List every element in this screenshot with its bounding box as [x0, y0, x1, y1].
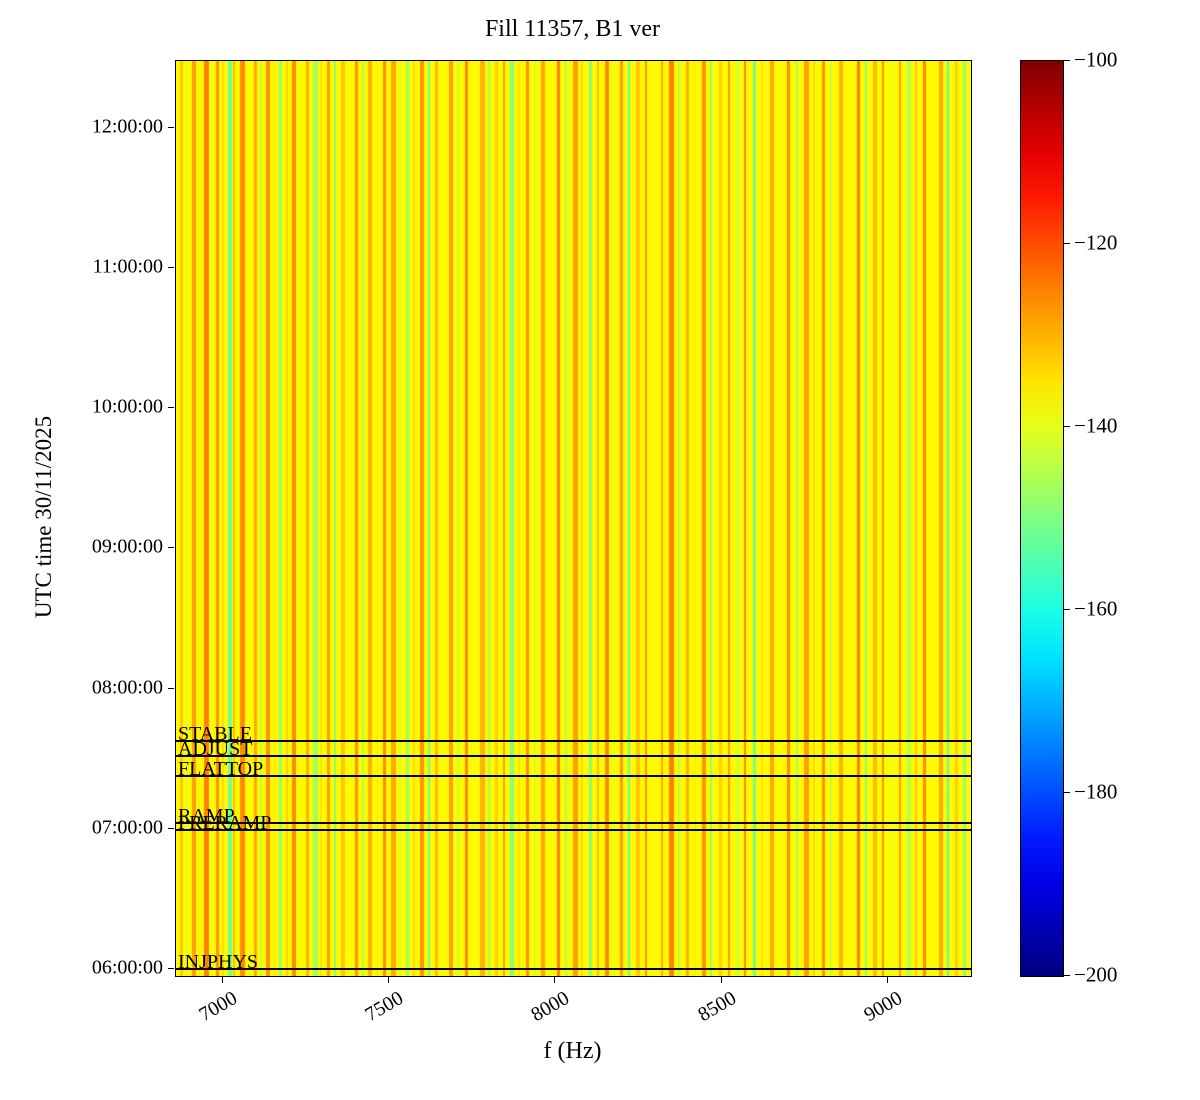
y-tick-label: 12:00:00 [91, 115, 163, 138]
colorbar-tick-label: −160 [1074, 596, 1118, 621]
x-tick-mark [554, 977, 556, 983]
y-tick-mark [168, 967, 174, 969]
beam-mode-line-flattop [176, 774, 971, 777]
beam-mode-line-adjust [176, 755, 971, 758]
x-tick-label: 8000 [527, 987, 574, 1027]
y-axis-label: UTC time 30/11/2025 [31, 415, 56, 619]
colorbar-tick-mark [1064, 60, 1070, 61]
x-tick-mark [886, 977, 888, 983]
y-tick-label: 11:00:00 [92, 255, 163, 278]
x-axis-label: f (Hz) [543, 1038, 602, 1064]
beam-mode-line-ramp [176, 821, 971, 824]
beam-mode-line-preramp [176, 828, 971, 831]
plot-area: STABLE ADJUST FLATTOP RAMP PRERAMP INJPHYS [175, 60, 972, 977]
y-tick-label: 06:00:00 [91, 956, 163, 979]
heatmap-canvas [176, 61, 971, 976]
colorbar-tick-mark [1064, 609, 1070, 610]
x-tick-mark [720, 977, 722, 983]
colorbar-tick-label: −140 [1074, 413, 1118, 438]
colorbar-tick-label: −120 [1074, 230, 1118, 255]
x-tick-label: 7500 [361, 987, 407, 1027]
y-tick-label: 10:00:00 [91, 395, 163, 418]
beam-mode-label-injphys: INJPHYS [178, 950, 259, 973]
beam-mode-label-stable: STABLE [178, 723, 252, 746]
x-tick-label: 7000 [194, 987, 241, 1027]
colorbar-tick-mark [1064, 975, 1070, 976]
y-tick-label: 07:00:00 [91, 816, 163, 839]
y-tick-mark [168, 547, 174, 549]
y-tick-label: 08:00:00 [91, 676, 163, 699]
y-tick-mark [168, 407, 174, 409]
beam-mode-label-flattop: FLATTOP [178, 757, 264, 780]
chart-title: Fill 11357, B1 ver [484, 16, 661, 42]
y-tick-mark [168, 827, 174, 829]
beam-mode-label-ramp: RAMP [178, 804, 235, 827]
beam-mode-label-preramp: PRERAMP [178, 811, 272, 834]
y-tick-mark [168, 266, 174, 268]
colorbar-tick-label: −100 [1074, 47, 1118, 72]
beam-mode-line-injphys [176, 967, 971, 970]
colorbar-tick-mark [1064, 243, 1070, 244]
colorbar-tick-label: −180 [1074, 779, 1118, 804]
colorbar-tick-mark [1064, 426, 1070, 427]
beam-mode-label-adjust: ADJUST [178, 738, 253, 761]
x-tick-mark [387, 977, 389, 983]
x-tick-mark [221, 977, 223, 983]
colorbar-tick-label: −200 [1074, 962, 1118, 987]
x-tick-label: 8500 [693, 987, 740, 1027]
y-tick-label: 09:00:00 [91, 535, 163, 558]
colorbar [1020, 60, 1064, 977]
beam-mode-line-stable [176, 740, 971, 743]
y-tick-mark [168, 687, 174, 689]
x-tick-label: 9000 [860, 987, 906, 1027]
y-tick-mark [168, 126, 174, 128]
colorbar-tick-mark [1064, 792, 1070, 793]
